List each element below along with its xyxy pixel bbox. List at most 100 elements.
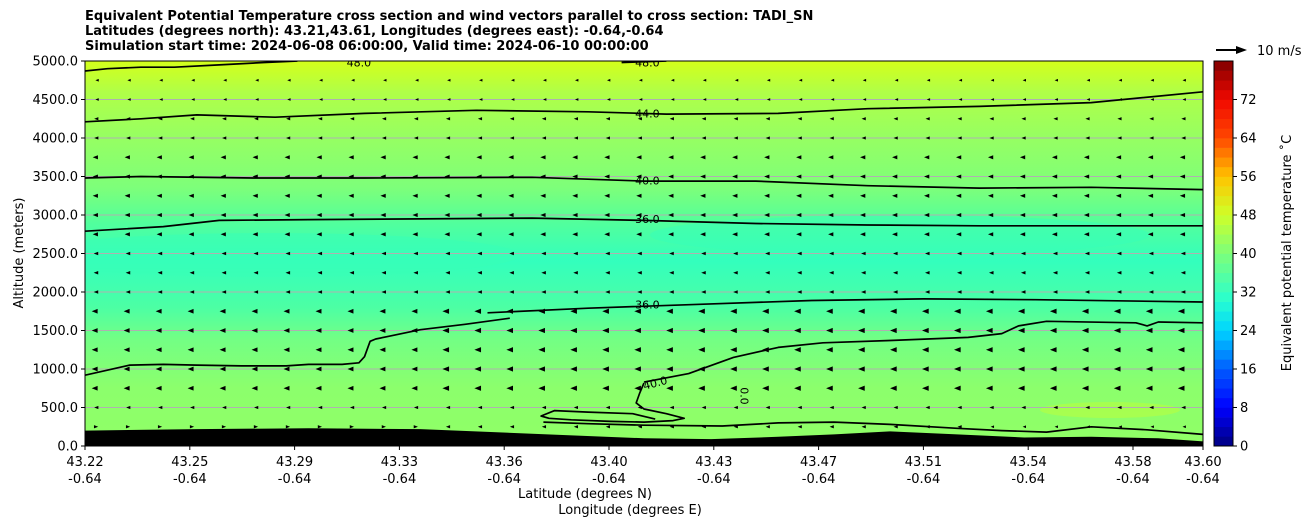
wind-vector <box>477 425 483 429</box>
wind-vector <box>348 212 354 218</box>
colorbar-band <box>1214 301 1233 312</box>
wind-vector <box>1085 136 1090 140</box>
wind-vector <box>415 98 419 101</box>
wind-vector <box>91 347 98 353</box>
contour-line <box>643 320 1203 383</box>
wind-vector <box>604 155 610 160</box>
wind-vector <box>670 98 675 101</box>
wind-vector <box>573 270 578 275</box>
colorbar-band <box>1214 378 1233 389</box>
wind-vector <box>829 405 834 410</box>
wind-vector <box>1113 366 1121 372</box>
wind-vector <box>1081 308 1089 314</box>
wind-vector <box>669 405 674 410</box>
wind-vector <box>762 327 769 334</box>
wind-vector <box>1017 385 1025 391</box>
wind-vector <box>570 347 577 353</box>
wind-vector <box>987 193 994 198</box>
wind-vector <box>190 117 195 121</box>
colorbar-band <box>1214 224 1233 235</box>
wind-vector <box>702 98 707 101</box>
wind-vector <box>828 193 834 198</box>
wind-vector <box>538 385 545 391</box>
wind-vector <box>1049 366 1057 372</box>
wind-vector <box>479 78 483 82</box>
wind-vector <box>669 290 674 294</box>
wind-vector <box>1051 155 1058 160</box>
wind-vector <box>698 308 705 314</box>
wind-vector <box>826 327 833 334</box>
wind-vector <box>605 405 610 410</box>
contour-label: 40.0 <box>642 374 669 393</box>
wind-vector <box>286 117 291 121</box>
wind-vector <box>1115 193 1122 198</box>
wind-vector <box>985 385 993 391</box>
wind-vector <box>732 174 738 179</box>
wind-vector <box>348 232 354 237</box>
wind-vector <box>477 251 482 256</box>
wind-vector <box>990 425 995 429</box>
wind-vector <box>988 270 994 275</box>
wind-vector <box>316 155 322 160</box>
wind-vector <box>222 117 227 121</box>
wind-vector <box>1019 212 1026 218</box>
wind-vector <box>698 327 705 334</box>
wind-vector <box>925 405 930 410</box>
wind-vector <box>125 290 131 294</box>
wind-vector <box>315 308 322 314</box>
wind-vector <box>508 155 514 160</box>
colorbar-band <box>1214 272 1233 283</box>
wind-vector <box>94 405 99 410</box>
wind-vector <box>1086 98 1090 101</box>
wind-vector <box>123 366 130 372</box>
wind-vector <box>1182 425 1186 429</box>
wind-vector <box>379 347 386 353</box>
wind-vector <box>445 136 451 140</box>
wind-vector <box>255 78 259 82</box>
wind-vector <box>124 155 130 160</box>
wind-vector <box>892 232 898 237</box>
x-tick-label-lat: 43.36 <box>486 455 523 470</box>
wind-vector <box>893 270 898 275</box>
wind-vector <box>922 385 929 391</box>
wind-vector <box>890 366 897 372</box>
wind-vector <box>1177 385 1185 391</box>
wind-vector <box>156 232 162 237</box>
wind-vector <box>572 232 578 237</box>
wind-vector <box>572 212 578 218</box>
wind-vector <box>379 308 386 314</box>
wind-vector <box>319 98 323 101</box>
wind-vector <box>1020 251 1026 256</box>
y-tick-label: 2000.0 <box>33 286 79 301</box>
wind-vector <box>476 232 482 237</box>
wind-vector <box>285 425 291 429</box>
wind-vector <box>953 308 961 314</box>
wind-vector <box>798 98 803 101</box>
wind-vector <box>1117 117 1122 121</box>
wind-vector <box>191 98 195 101</box>
wind-vector <box>509 136 515 140</box>
colorbar-band <box>1214 436 1233 447</box>
contour-line <box>85 217 1203 233</box>
wind-vector <box>284 232 290 237</box>
wind-vector <box>956 290 962 294</box>
wind-vector <box>442 327 450 334</box>
x-axis-label-longitude: Longitude (degrees E) <box>558 503 702 518</box>
x-tick-label-lon: -0.64 <box>173 472 207 487</box>
wind-vector <box>380 212 386 218</box>
colorbar-tick-label: 40 <box>1240 247 1257 262</box>
wind-vector <box>447 78 451 82</box>
wind-vector <box>572 155 578 160</box>
wind-vector <box>1145 347 1153 353</box>
wind-vector <box>860 155 866 160</box>
wind-vector <box>159 98 163 101</box>
wind-vector <box>252 232 258 237</box>
wind-vector <box>444 155 450 160</box>
wind-vector <box>285 290 291 294</box>
wind-vector <box>826 308 833 314</box>
wind-vector <box>506 385 514 391</box>
wind-vector <box>474 327 482 334</box>
wind-vector <box>701 405 706 410</box>
wind-vector <box>1021 405 1026 410</box>
x-tick-label-lat: 43.33 <box>381 455 418 470</box>
